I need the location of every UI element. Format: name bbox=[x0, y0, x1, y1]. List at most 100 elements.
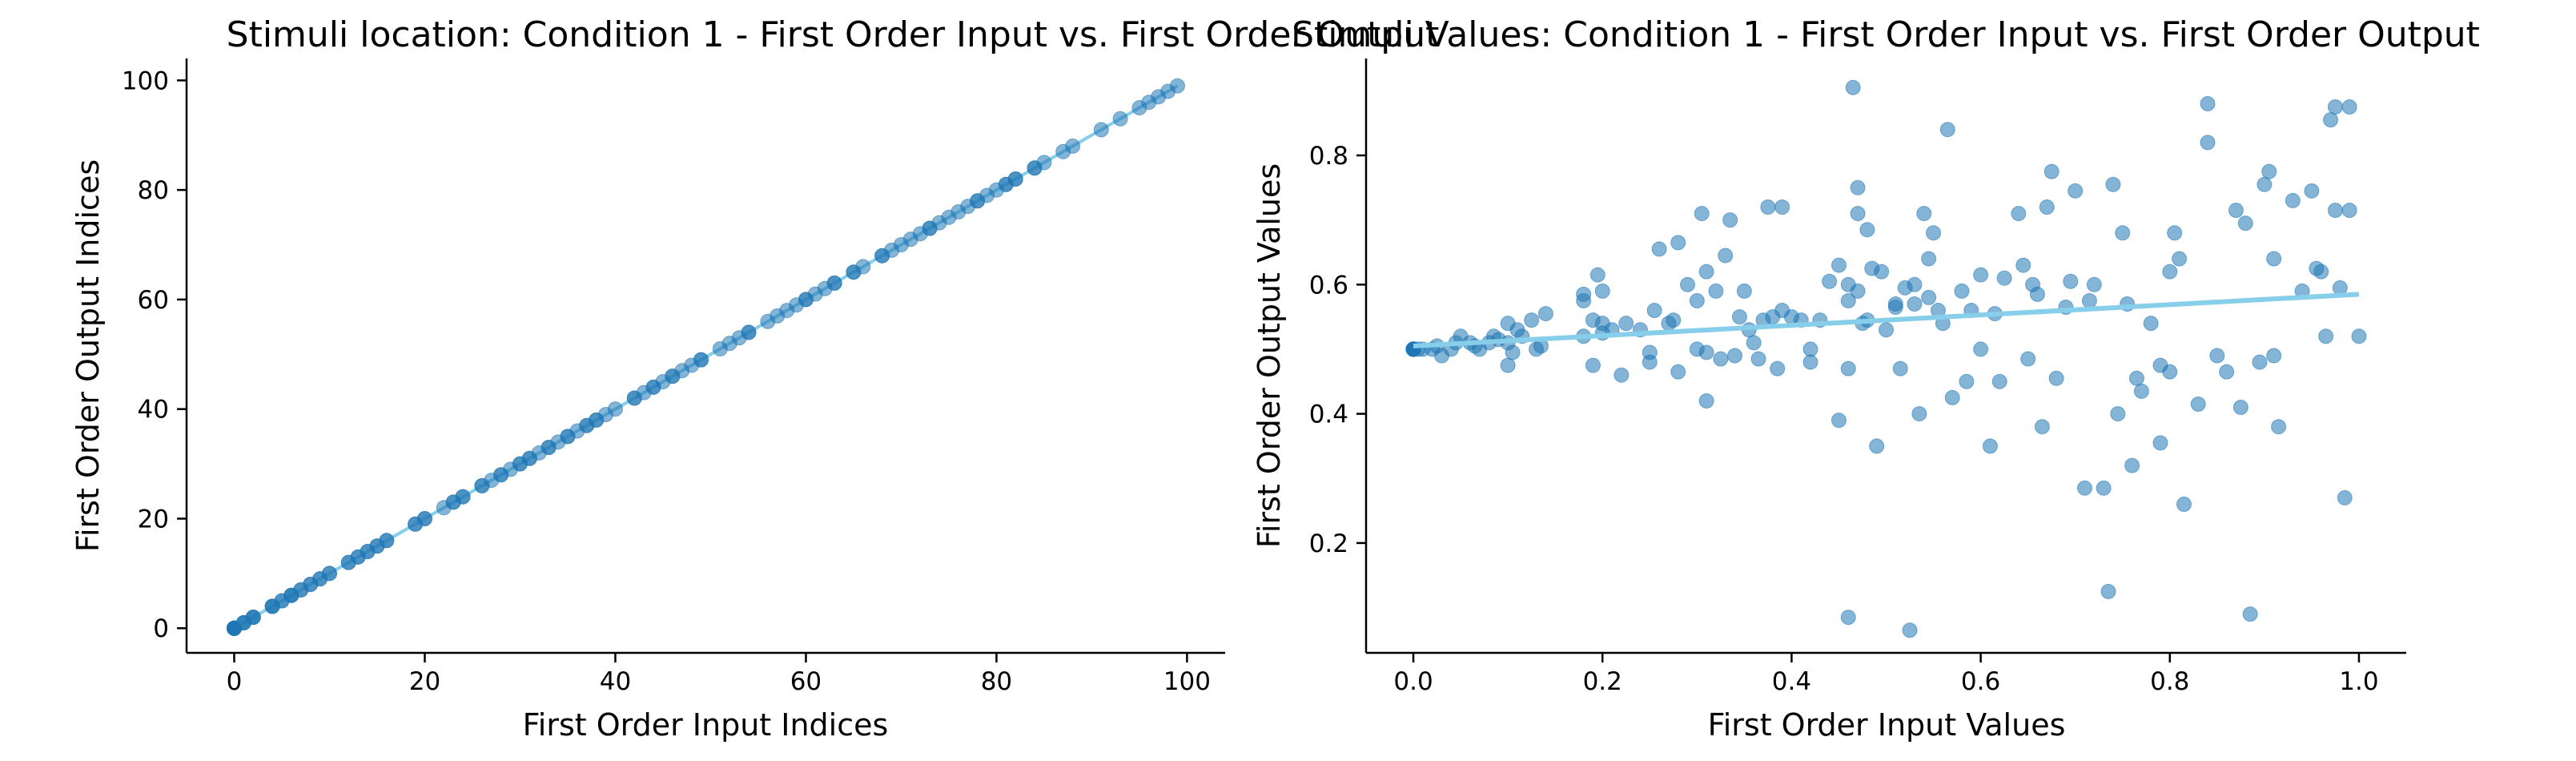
scatter-point bbox=[2172, 251, 2188, 267]
scatter-point bbox=[245, 610, 261, 626]
scatter-point bbox=[2115, 225, 2131, 241]
scatter-point bbox=[2200, 95, 2216, 111]
scatter-point bbox=[2266, 251, 2282, 267]
scatter-point bbox=[1770, 360, 1786, 376]
scatter-point bbox=[2257, 176, 2273, 192]
scatter-point bbox=[1831, 257, 1847, 273]
scatter-point bbox=[2100, 583, 2116, 599]
scatter-point bbox=[2351, 328, 2367, 344]
scatter-point bbox=[2318, 328, 2334, 344]
scatter-point bbox=[1845, 79, 1861, 95]
x-tick-label: 20 bbox=[409, 667, 440, 696]
scatter-point bbox=[2337, 489, 2353, 505]
scatter-point bbox=[1537, 306, 1553, 322]
scatter-point bbox=[1887, 296, 1903, 312]
scatter-point bbox=[2261, 163, 2277, 179]
chart-1-points bbox=[226, 78, 1186, 636]
x-tick-label: 0 bbox=[227, 667, 243, 696]
scatter-point bbox=[1594, 283, 1610, 299]
x-tick-label: 0.4 bbox=[1772, 667, 1811, 696]
scatter-point bbox=[2327, 203, 2343, 219]
x-tick-label: 0.8 bbox=[2150, 667, 2189, 696]
scatter-point bbox=[2176, 497, 2192, 512]
scatter-point bbox=[2048, 370, 2064, 386]
scatter-point bbox=[2313, 264, 2329, 280]
scatter-point bbox=[1869, 438, 1885, 454]
chart-1-x-ticks: 0 20 40 60 80 100 bbox=[227, 653, 1211, 696]
scatter-point bbox=[2076, 480, 2092, 496]
scatter-point bbox=[1698, 264, 1714, 280]
scatter-point bbox=[1718, 248, 1734, 264]
chart-1-x-label: First Order Input Indices bbox=[523, 707, 889, 743]
scatter-point bbox=[2081, 292, 2097, 308]
scatter-point bbox=[1879, 322, 1894, 338]
scatter-point bbox=[2323, 112, 2339, 128]
scatter-point bbox=[1746, 335, 1762, 351]
scatter-point bbox=[1907, 296, 1923, 312]
chart-2-fit-line-group bbox=[1413, 292, 2360, 348]
scatter-point bbox=[2266, 348, 2282, 364]
scatter-point bbox=[2228, 203, 2244, 219]
chart-2-title: Stimuli Values: Condition 1 - First Orde… bbox=[1292, 14, 2480, 55]
scatter-point bbox=[2133, 383, 2149, 399]
scatter-point bbox=[1727, 348, 1743, 364]
scatter-point bbox=[2285, 192, 2301, 208]
scatter-point bbox=[2020, 351, 2036, 367]
scatter-point bbox=[1731, 309, 1747, 325]
scatter-point bbox=[1850, 283, 1866, 299]
scatter-point bbox=[1524, 312, 1540, 328]
scatter-point bbox=[321, 566, 337, 582]
scatter-point bbox=[2341, 203, 2357, 219]
chart-2-points bbox=[1405, 79, 2367, 638]
scatter-point bbox=[1973, 341, 1989, 357]
scatter-point bbox=[2011, 206, 2027, 222]
scatter-point bbox=[1902, 622, 1918, 638]
scatter-point bbox=[1170, 78, 1186, 94]
chart-2-y-label: First Order Output Values bbox=[1252, 163, 1287, 548]
y-tick-label: 0.2 bbox=[1309, 529, 1348, 558]
scatter-point bbox=[1774, 199, 1790, 215]
scatter-point bbox=[2304, 183, 2320, 199]
scatter-point bbox=[2219, 364, 2235, 380]
scatter-point bbox=[2096, 480, 2112, 496]
scatter-point bbox=[1589, 267, 1605, 283]
scatter-point bbox=[1642, 354, 1658, 370]
scatter-point bbox=[1892, 360, 1908, 376]
scatter-point bbox=[2039, 199, 2055, 215]
scatter-point bbox=[1822, 273, 1838, 289]
y-tick-label: 40 bbox=[138, 396, 169, 425]
y-tick-label: 100 bbox=[122, 66, 169, 95]
scatter-point bbox=[1722, 212, 1738, 228]
scatter-point bbox=[2105, 176, 2121, 192]
scatter-point bbox=[607, 401, 623, 417]
scatter-point bbox=[1840, 360, 1856, 376]
scatter-point bbox=[2162, 264, 2178, 280]
scatter-point bbox=[2232, 400, 2248, 416]
scatter-point bbox=[1831, 413, 1847, 429]
scatter-point bbox=[1944, 389, 1960, 405]
scatter-point bbox=[2128, 370, 2144, 386]
scatter-point bbox=[1973, 267, 1989, 283]
chart-2-x-ticks: 0.0 0.2 0.4 0.6 0.8 1.0 bbox=[1393, 653, 2379, 696]
x-tick-label: 80 bbox=[981, 667, 1012, 696]
scatter-point bbox=[741, 324, 757, 340]
scatter-point bbox=[2143, 316, 2159, 332]
scatter-point bbox=[1840, 610, 1856, 626]
scatter-point bbox=[416, 510, 432, 526]
chart-panel-2: Stimuli Values: Condition 1 - First Orde… bbox=[1252, 14, 2480, 743]
scatter-point bbox=[1850, 206, 1866, 222]
scatter-point bbox=[1646, 303, 1662, 319]
scatter-point bbox=[2209, 348, 2225, 364]
x-tick-label: 1.0 bbox=[2339, 667, 2378, 696]
scatter-point bbox=[1713, 351, 1729, 367]
scatter-point bbox=[2124, 457, 2140, 473]
scatter-point bbox=[1698, 344, 1714, 360]
scatter-point bbox=[1991, 373, 2007, 389]
scatter-point bbox=[1850, 179, 1866, 195]
scatter-point bbox=[1065, 138, 1081, 154]
scatter-point bbox=[1670, 235, 1686, 251]
scatter-point bbox=[2327, 99, 2343, 115]
chart-1-y-ticks: 0 20 40 60 80 100 bbox=[122, 66, 187, 643]
y-tick-label: 20 bbox=[138, 505, 169, 534]
